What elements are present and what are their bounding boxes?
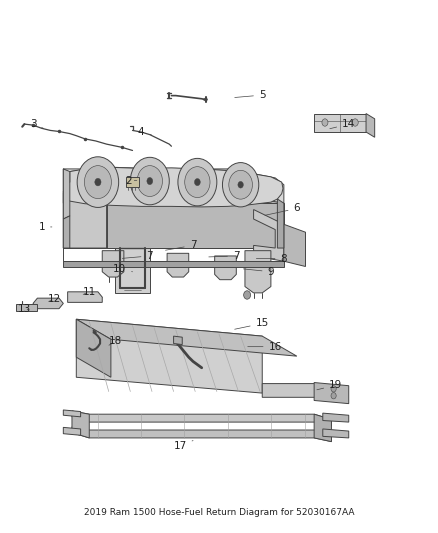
Text: 8: 8 bbox=[256, 254, 287, 264]
Polygon shape bbox=[314, 383, 349, 403]
Polygon shape bbox=[314, 414, 332, 442]
Text: 1: 1 bbox=[39, 222, 52, 232]
Text: 15: 15 bbox=[235, 318, 269, 329]
Polygon shape bbox=[64, 169, 106, 248]
Text: 7: 7 bbox=[166, 240, 196, 251]
Circle shape bbox=[244, 291, 251, 299]
Polygon shape bbox=[323, 429, 349, 438]
Polygon shape bbox=[64, 427, 81, 435]
Polygon shape bbox=[64, 410, 81, 417]
Text: 4: 4 bbox=[138, 127, 152, 137]
Polygon shape bbox=[64, 169, 284, 203]
Polygon shape bbox=[167, 253, 189, 277]
Circle shape bbox=[95, 179, 101, 186]
Polygon shape bbox=[76, 319, 111, 377]
Text: 3: 3 bbox=[30, 119, 43, 129]
Text: 11: 11 bbox=[83, 287, 96, 297]
Text: 14: 14 bbox=[330, 119, 355, 129]
Circle shape bbox=[137, 166, 162, 197]
Polygon shape bbox=[64, 169, 70, 219]
Polygon shape bbox=[16, 304, 37, 311]
Text: 5: 5 bbox=[235, 90, 265, 100]
Circle shape bbox=[331, 386, 336, 392]
Polygon shape bbox=[173, 336, 182, 344]
Circle shape bbox=[85, 166, 111, 199]
Circle shape bbox=[178, 158, 217, 206]
Polygon shape bbox=[106, 203, 284, 248]
Polygon shape bbox=[262, 384, 332, 400]
Text: 13: 13 bbox=[18, 304, 31, 314]
Circle shape bbox=[238, 181, 244, 188]
Text: 18: 18 bbox=[109, 336, 122, 346]
Circle shape bbox=[229, 171, 252, 199]
Circle shape bbox=[331, 393, 336, 399]
Polygon shape bbox=[76, 319, 262, 393]
Text: 10: 10 bbox=[113, 264, 133, 274]
Polygon shape bbox=[277, 199, 284, 248]
Text: 19: 19 bbox=[317, 380, 343, 390]
Polygon shape bbox=[102, 251, 124, 277]
Polygon shape bbox=[215, 256, 236, 280]
Polygon shape bbox=[67, 292, 102, 302]
Polygon shape bbox=[323, 413, 349, 422]
Polygon shape bbox=[33, 298, 64, 309]
Polygon shape bbox=[284, 224, 305, 266]
Polygon shape bbox=[72, 411, 332, 426]
Text: 7: 7 bbox=[209, 251, 240, 261]
Polygon shape bbox=[115, 248, 150, 293]
Circle shape bbox=[352, 119, 358, 126]
Circle shape bbox=[322, 119, 328, 126]
Circle shape bbox=[147, 177, 153, 184]
Text: 2: 2 bbox=[125, 175, 137, 185]
Polygon shape bbox=[254, 209, 284, 261]
Polygon shape bbox=[64, 261, 284, 266]
Circle shape bbox=[131, 157, 169, 205]
Circle shape bbox=[223, 163, 259, 207]
Polygon shape bbox=[245, 251, 271, 293]
Text: 17: 17 bbox=[173, 441, 193, 451]
Text: 16: 16 bbox=[248, 342, 282, 352]
Circle shape bbox=[185, 167, 210, 198]
Polygon shape bbox=[366, 114, 374, 138]
Polygon shape bbox=[72, 411, 89, 438]
Polygon shape bbox=[76, 319, 297, 356]
Polygon shape bbox=[72, 427, 332, 442]
Text: 9: 9 bbox=[244, 267, 274, 277]
Circle shape bbox=[194, 179, 200, 185]
Polygon shape bbox=[64, 167, 283, 207]
Text: 2019 Ram 1500 Hose-Fuel Return Diagram for 52030167AA: 2019 Ram 1500 Hose-Fuel Return Diagram f… bbox=[84, 508, 354, 517]
Polygon shape bbox=[314, 114, 366, 132]
Circle shape bbox=[77, 157, 119, 207]
Bar bbox=[126, 177, 139, 188]
Text: 12: 12 bbox=[48, 294, 61, 304]
Polygon shape bbox=[64, 167, 284, 203]
Text: 6: 6 bbox=[265, 204, 300, 215]
Polygon shape bbox=[64, 216, 70, 248]
Text: 7: 7 bbox=[122, 251, 153, 261]
